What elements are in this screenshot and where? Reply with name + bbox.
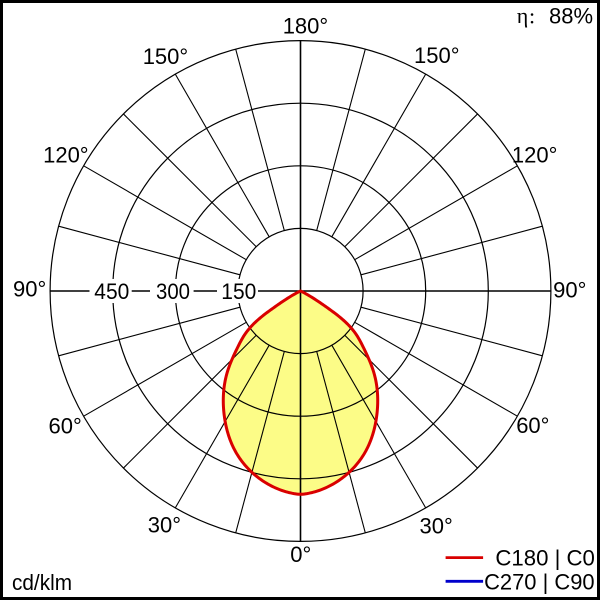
svg-text:88%: 88% <box>549 3 593 28</box>
svg-text:120°: 120° <box>512 143 558 168</box>
svg-text:150°: 150° <box>414 43 460 68</box>
svg-text:300: 300 <box>156 279 190 304</box>
svg-text:30°: 30° <box>420 513 453 538</box>
svg-text:90°: 90° <box>553 277 586 302</box>
svg-text:cd/klm: cd/klm <box>12 570 72 595</box>
svg-text:150: 150 <box>221 279 256 304</box>
svg-text:60°: 60° <box>49 414 82 439</box>
svg-text:η: η <box>517 3 529 28</box>
svg-text:120°: 120° <box>43 143 89 168</box>
svg-text:30°: 30° <box>148 512 181 537</box>
svg-text:90°: 90° <box>13 277 46 302</box>
svg-text:180°: 180° <box>283 14 329 39</box>
svg-text:450: 450 <box>94 279 129 304</box>
svg-text:60°: 60° <box>516 413 549 438</box>
svg-text:C270 | C90: C270 | C90 <box>484 570 594 595</box>
svg-text:C180 | C0: C180 | C0 <box>495 545 595 570</box>
svg-text:0°: 0° <box>290 542 311 567</box>
svg-text:150°: 150° <box>143 44 189 69</box>
svg-text::: : <box>529 3 535 28</box>
